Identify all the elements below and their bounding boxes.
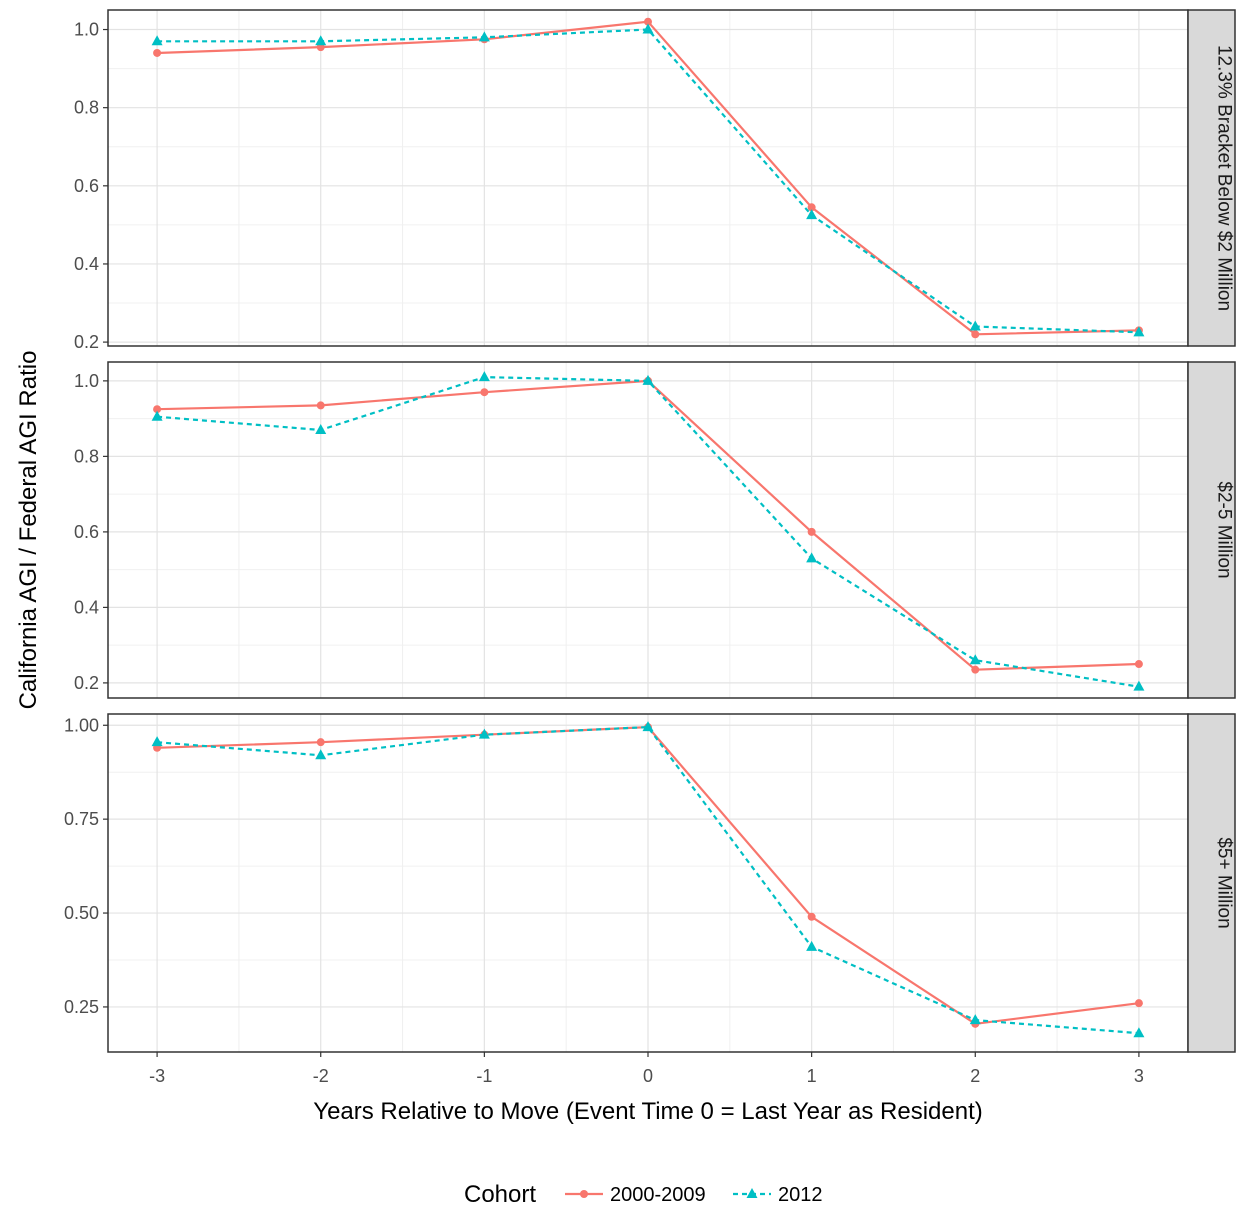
data-point-2000-2009 [153,48,162,57]
data-point-2000-2009 [316,738,325,747]
data-point-2012 [642,374,654,385]
data-point-2012 [806,552,818,563]
facet-strip [1187,9,1236,347]
data-point-2012 [478,371,490,382]
data-point-2000-2009 [807,527,816,536]
data-point-2012 [806,209,818,220]
data-point-2000-2009 [971,665,980,674]
data-point-2012 [478,728,490,739]
legend-label-2012: 2012 [778,1184,823,1206]
data-point-2012 [151,410,163,421]
y-tick-label: 1.0 [74,371,99,391]
y-tick-label: 0.6 [74,176,99,196]
data-point-2012 [806,940,818,951]
x-axis-title: Years Relative to Move (Event Time 0 = L… [313,1098,982,1125]
data-point-2000-2009 [316,401,325,410]
x-tick-label: -3 [149,1066,165,1086]
legend-label-2000-2009: 2000-2009 [610,1184,706,1206]
y-tick-label: 0.2 [74,332,99,352]
data-point-2012 [151,736,163,747]
panel-2: 0.2 0.4 0.6 0.8 1.0 $2-5 Million [74,361,1236,699]
facet-strip-label: 12.3% Bracket Below $2 Million [1214,45,1235,311]
x-tick-label: 0 [643,1066,653,1086]
data-point-2012 [969,654,981,665]
panel-3: 0.25 0.50 0.75 1.00 $5+ Million [64,713,1236,1053]
data-point-2012 [315,35,327,46]
data-point-2000-2009 [480,388,489,397]
y-tick-label: 1.0 [74,20,99,40]
data-point-2012 [642,23,654,34]
data-point-2012 [315,749,327,760]
y-tick-label: 0.50 [64,903,99,923]
legend-item-2000-2009: 2000-2009 [565,1184,706,1206]
data-point-2012 [642,721,654,732]
data-point-2012 [1133,326,1145,337]
data-point-2012 [1133,680,1145,691]
y-tick-label: 0.75 [64,809,99,829]
panel-1: 0.2 0.4 0.6 0.8 1.0 12.3% Bracket Below $2 Mi… [74,9,1236,352]
y-axis-title: California AGI / Federal AGI Ratio [15,351,42,710]
x-tick-label: 2 [970,1066,980,1086]
data-point-2012 [151,35,163,46]
data-point-2012 [969,320,981,331]
y-tick-label: 0.8 [74,98,99,118]
x-axis: -3 -2 -1 0 1 2 3 [149,1052,1144,1086]
data-point-2012 [478,31,490,42]
data-point-2000-2009 [971,330,980,339]
legend-marker-2000-2009 [580,1190,588,1198]
x-tick-label: -2 [313,1066,329,1086]
legend-marker-2012 [746,1188,758,1198]
legend-item-2012: 2012 [733,1184,823,1206]
y-tick-label: 0.4 [74,254,99,274]
y-tick-label: 0.8 [74,446,99,466]
y-tick-label: 1.00 [64,715,99,735]
data-point-2000-2009 [1134,660,1143,669]
y-tick-label: 0.2 [74,673,99,693]
y-tick-label: 0.25 [64,997,99,1017]
y-tick-label: 0.6 [74,522,99,542]
data-point-2012 [315,423,327,434]
data-point-2012 [969,1014,981,1025]
data-point-2012 [1133,1027,1145,1038]
facet-strip-label: $2-5 Million [1214,481,1235,578]
legend: Cohort 2000-2009 2012 [464,1181,823,1208]
facet-strip-label: $5+ Million [1214,837,1235,928]
data-point-2000-2009 [153,405,162,414]
facet-strip [1187,361,1236,699]
x-tick-label: -1 [476,1066,492,1086]
x-tick-label: 1 [807,1066,817,1086]
data-point-2000-2009 [1134,999,1143,1008]
data-point-2000-2009 [644,17,652,26]
y-tick-label: 0.4 [74,597,99,617]
data-point-2000-2009 [807,203,816,212]
data-point-2000-2009 [807,912,816,921]
x-tick-label: 3 [1134,1066,1144,1086]
facet-strip [1187,713,1236,1053]
chart-panels: 0.2 0.4 0.6 0.8 1.0 12.3% Bracket Below $2 Mi… [64,9,1236,1053]
legend-title: Cohort [464,1181,536,1208]
